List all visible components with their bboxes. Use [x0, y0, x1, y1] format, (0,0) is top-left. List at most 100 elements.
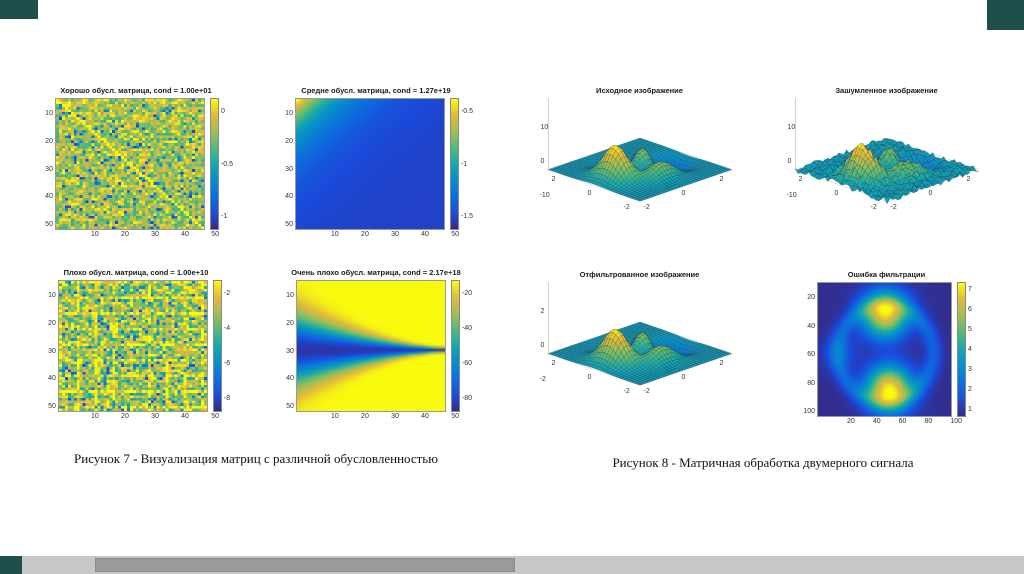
surface-plot: 10 0 -10 2 0 -2 -2 0 2	[539, 98, 740, 248]
tick-label: 40	[421, 413, 429, 420]
tick-label: 30	[286, 347, 294, 355]
tick-label: 30	[151, 413, 159, 420]
surface-canvas	[539, 98, 740, 248]
tick-label: 2	[719, 360, 724, 367]
tick-label: 100	[803, 408, 816, 415]
matrix-heatmap-canvas	[296, 281, 445, 411]
scrollbar-thumb[interactable]	[95, 558, 515, 572]
figure-7-caption: Рисунок 7 - Визуализация матриц с различ…	[74, 451, 438, 466]
x-axis-ticks: 10 20 30 40 50	[69, 413, 219, 420]
tick-label: 30	[48, 347, 56, 355]
tick-label: 10	[91, 231, 99, 238]
error-heatmap-canvas	[818, 283, 952, 416]
colorbar: -20 -40 -60 -80	[450, 280, 472, 412]
tick-label: 10	[286, 292, 294, 299]
tick-label: 50	[48, 403, 56, 410]
tick-label: -2	[870, 204, 877, 211]
tick-label: 40	[181, 231, 189, 238]
tick-label: -40	[461, 325, 473, 332]
matrix-heatmap	[294, 98, 445, 230]
tick-label: -2	[623, 388, 630, 395]
tick-label: 10	[91, 413, 99, 420]
colorbar-ticks: -20 -40 -60 -80	[462, 280, 472, 412]
colorbar-ticks: -2 -4 -6 -8	[224, 280, 230, 412]
tick-label: 10	[285, 110, 293, 117]
tick-label: 50	[211, 231, 219, 238]
subplot-title: Ошибка фильтрации	[847, 270, 926, 279]
tick-label: 40	[181, 413, 189, 420]
colorbar-gradient	[450, 280, 460, 412]
x-axis-ticks: 10 20 30 40 50	[69, 231, 219, 238]
colorbar-gradient	[957, 282, 967, 417]
tick-label: 30	[45, 165, 53, 173]
tick-label: 10	[787, 124, 796, 131]
subplot-very-ill-conditioned-matrix: Очень плохо обусл. матрица, cond = 2.17e…	[256, 264, 496, 446]
tick-label: -1	[220, 213, 228, 220]
y-axis-ticks: 10 20 30 40 50	[42, 280, 58, 412]
tick-label: -2	[890, 204, 897, 211]
tick-label: 20	[45, 137, 53, 145]
matrix-heatmap	[295, 280, 446, 412]
tick-label: 0	[787, 158, 792, 165]
tick-label: 20	[361, 413, 369, 420]
tick-label: 0	[587, 190, 592, 197]
horizontal-scrollbar[interactable]	[0, 556, 1024, 574]
tick-label: -2	[223, 290, 231, 297]
colorbar: 7 6 5 4 3 2 1	[957, 282, 972, 417]
tick-label: 2	[798, 176, 803, 183]
tick-label: 0	[220, 108, 225, 115]
colorbar-ticks: 0 -0.5 -1	[221, 98, 233, 230]
subplot-title: Исходное изображение	[596, 86, 683, 95]
tick-label: -0.5	[460, 108, 474, 115]
tick-label: 10	[540, 124, 549, 131]
tick-label: 80	[924, 418, 933, 425]
tick-label: 30	[391, 413, 399, 420]
colorbar: -0.5 -1 -1.5	[449, 98, 473, 230]
colorbar-gradient	[212, 280, 222, 412]
tick-label: 2	[551, 360, 556, 367]
subplot-title: Хорошо обусл. матрица, cond = 1.00e+01	[60, 86, 212, 95]
tick-label: 0	[540, 342, 545, 349]
tick-label: 0	[681, 374, 686, 381]
figure-8: Исходное изображение 10 0 -10 2 0 -2 -2 0 2 Зашу…	[516, 82, 1010, 471]
y-axis-ticks: 10 20 30 40 50	[280, 280, 296, 412]
tick-label: 20	[121, 413, 129, 420]
tick-label: 2	[551, 176, 556, 183]
top-left-accent	[0, 0, 38, 19]
tick-label: 50	[451, 413, 459, 420]
tick-label: 3	[968, 366, 972, 373]
matrix-heatmap	[57, 280, 208, 412]
tick-label: 1	[968, 406, 972, 413]
subplot-ill-conditioned-matrix: Плохо обусл. матрица, cond = 1.00e+10 10…	[16, 264, 256, 446]
subplot-title: Отфильтрованное изображение	[579, 270, 700, 279]
tick-label: 50	[211, 413, 219, 420]
tick-label: 40	[807, 322, 816, 330]
tick-label: -60	[461, 360, 473, 367]
subplot-medium-conditioned-matrix: Средне обусл. матрица, cond = 1.27e+19 1…	[256, 82, 496, 264]
colorbar-ticks: 7 6 5 4 3 2 1	[968, 282, 972, 417]
tick-label: 2	[719, 176, 724, 183]
tick-label: 20	[285, 137, 293, 145]
tick-label: 40	[45, 193, 53, 201]
tick-label: 60	[807, 351, 816, 358]
tick-label: 0	[587, 374, 592, 381]
colorbar-ticks: -0.5 -1 -1.5	[461, 98, 473, 230]
matrix-heatmap-canvas	[295, 99, 444, 229]
colorbar: 0 -0.5 -1	[209, 98, 233, 230]
tick-label: -0.5	[220, 160, 234, 168]
tick-label: 20	[807, 294, 816, 301]
x-axis-ticks: 10 20 30 40 50	[309, 231, 459, 238]
tick-label: 0	[540, 158, 545, 165]
tick-label: 20	[121, 231, 129, 238]
tick-label: 100	[950, 418, 962, 425]
tick-label: 10	[331, 413, 339, 420]
y-axis-ticks: 10 20 30 40 50	[39, 98, 55, 230]
colorbar-gradient	[209, 98, 219, 230]
tick-label: 0	[834, 190, 839, 197]
y-axis-ticks: 10 20 30 40 50	[279, 98, 295, 230]
tick-label: -2	[643, 204, 650, 211]
tick-label: 40	[48, 375, 56, 383]
tick-label: -4	[223, 325, 231, 332]
tick-label: -20	[461, 290, 473, 297]
tick-label: 30	[391, 231, 399, 238]
